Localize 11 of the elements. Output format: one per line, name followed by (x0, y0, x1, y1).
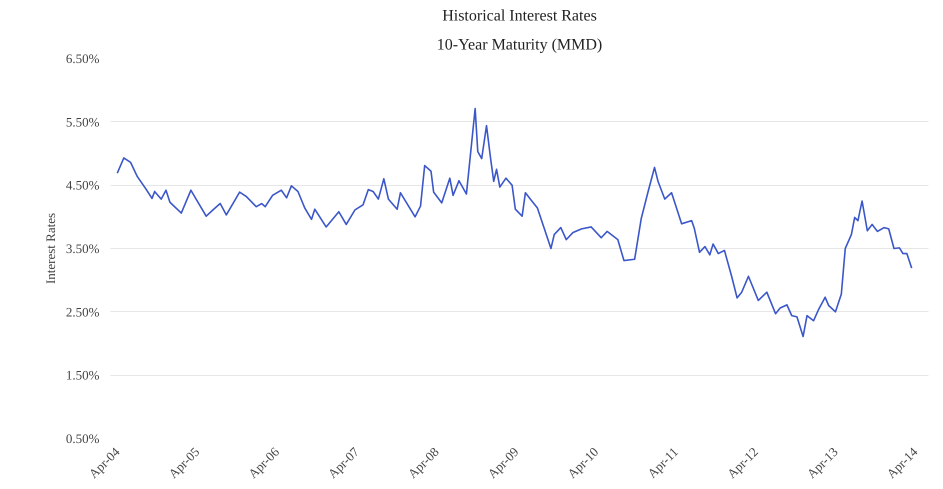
y-tick-label: 1.50% (66, 368, 100, 383)
y-axis-title: Interest Rates (42, 212, 58, 284)
y-tick-label: 4.50% (66, 178, 100, 193)
line-series (116, 108, 912, 338)
y-tick-label: 3.50% (66, 241, 100, 256)
y-tick-label: 5.50% (66, 114, 100, 130)
y-tick-label: 2.50% (66, 304, 100, 320)
y-tick-label: 6.50% (66, 51, 100, 66)
chart-subtitle: 10-Year Maturity (MMD) (436, 36, 602, 54)
y-tick-label: 0.50% (66, 431, 100, 446)
chart-title: Historical Interest Rates (442, 8, 597, 24)
